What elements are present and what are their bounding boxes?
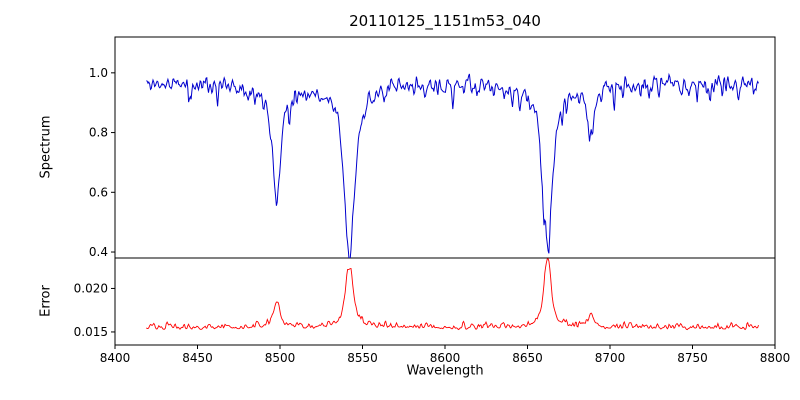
spectrum-line (146, 72, 759, 258)
x-tick-label: 8450 (182, 351, 213, 365)
y-tick-label: 0.6 (89, 185, 108, 199)
y-tick-label: 0.4 (89, 245, 108, 259)
x-tick-label: 8550 (347, 351, 378, 365)
y-tick-label: 0.015 (74, 325, 108, 339)
y-tick-label: 0.8 (89, 126, 108, 140)
x-tick-label: 8800 (760, 351, 791, 365)
x-axis-label: Wavelength (406, 363, 484, 379)
panel-frame (114, 36, 776, 259)
x-tick-label: 8700 (595, 351, 626, 365)
error-line (146, 258, 759, 331)
panel-frame (114, 257, 776, 346)
plot-title: 20110125_1151m53_040 (349, 12, 541, 30)
x-tick-label: 8500 (265, 351, 296, 365)
x-tick-label: 8750 (677, 351, 708, 365)
x-tick-label: 8400 (100, 351, 131, 365)
y-tick-label: 0.020 (74, 281, 108, 295)
x-tick-label: 8650 (512, 351, 543, 365)
x-tick-label: 8600 (430, 351, 461, 365)
y-tick-label: 1.0 (89, 66, 108, 80)
